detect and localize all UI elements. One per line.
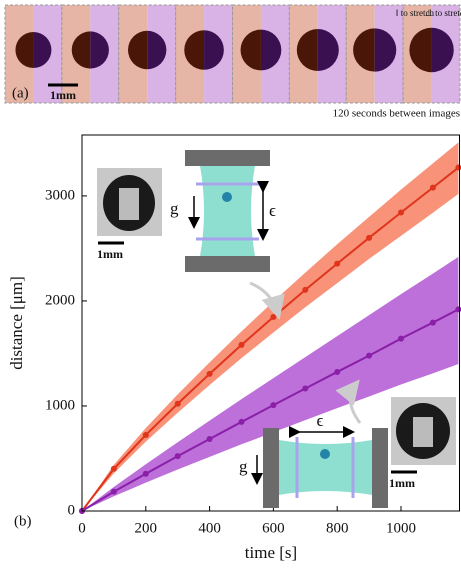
x-tick-label: 200	[135, 520, 158, 536]
point	[207, 436, 213, 442]
figure: (a) 1mm ‖ to stretch ⊥ to stretch 120 se…	[0, 0, 461, 571]
point	[302, 386, 308, 392]
point	[111, 489, 117, 495]
point	[270, 314, 276, 320]
panel-label: (b)	[14, 513, 32, 529]
point	[398, 210, 404, 216]
point	[366, 353, 372, 359]
point	[175, 401, 181, 407]
y-axis-label: distance [μm]	[7, 276, 26, 370]
panel-label: (a)	[12, 85, 29, 101]
annotation: 1mm	[97, 247, 123, 261]
point	[398, 336, 404, 342]
orientation-label: ⊥ to stretch	[425, 8, 461, 18]
point	[302, 287, 308, 293]
y-tick-label: 1000	[45, 397, 75, 413]
x-tick-label: 600	[262, 520, 285, 536]
point	[143, 432, 149, 438]
scale-label: 1mm	[50, 88, 76, 102]
point	[175, 453, 181, 459]
y-tick-label: 3000	[45, 187, 75, 203]
annotation: g	[239, 457, 248, 476]
x-axis-label: time [s]	[245, 543, 297, 562]
point	[366, 235, 372, 241]
annotation: ϵ	[317, 411, 324, 430]
point	[334, 261, 340, 267]
annotation: g	[170, 199, 179, 218]
point	[238, 419, 244, 425]
x-tick-label: 800	[326, 520, 349, 536]
point	[430, 185, 436, 191]
point	[111, 466, 117, 472]
point	[207, 371, 213, 377]
x-tick-label: 0	[78, 520, 86, 536]
caption: 120 seconds between images	[333, 108, 460, 120]
y-tick-label: 0	[68, 502, 76, 518]
point	[270, 402, 276, 408]
point	[238, 342, 244, 348]
point	[143, 471, 149, 477]
annotation: ϵ	[269, 201, 276, 220]
point	[430, 320, 436, 326]
x-tick-label: 400	[198, 520, 221, 536]
annotation: 1mm	[389, 476, 415, 490]
point	[334, 369, 340, 375]
x-tick-label: 1000	[386, 520, 416, 536]
y-tick-label: 2000	[45, 292, 75, 308]
